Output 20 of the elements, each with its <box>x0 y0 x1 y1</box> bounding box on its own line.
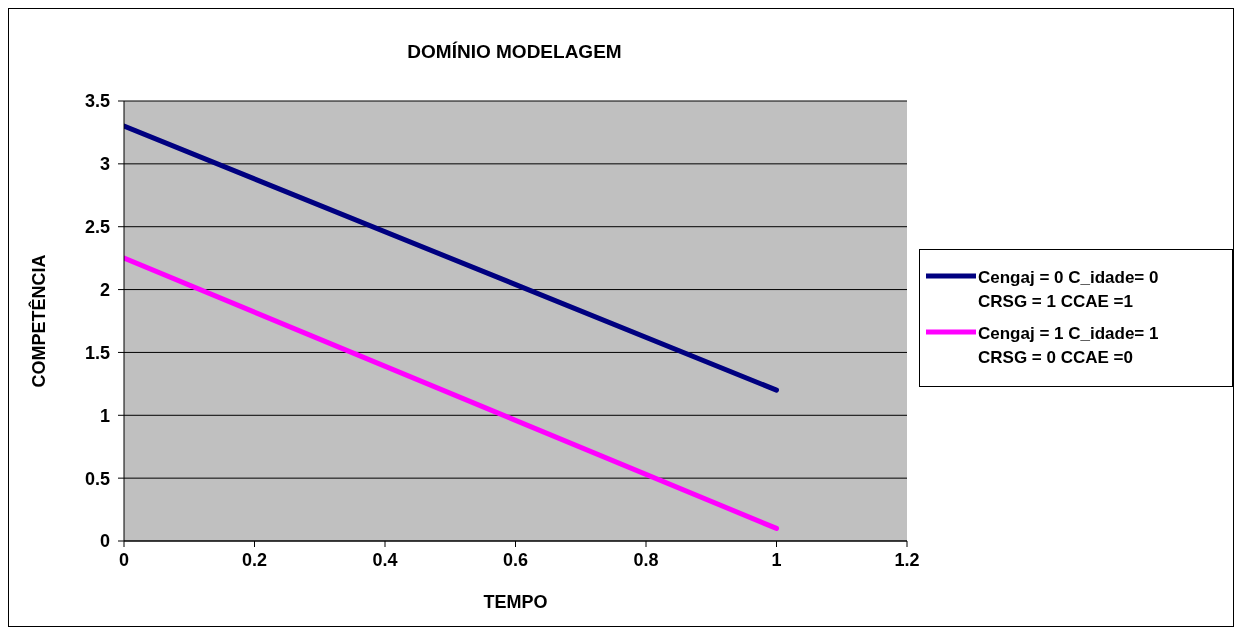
x-tick-label: 1.2 <box>894 549 920 570</box>
legend-label: Cengaj = 0 C_idade= 0 CRSG = 1 CCAE =1 <box>978 266 1160 313</box>
y-tick-label: 2.5 <box>84 217 110 238</box>
x-axis-title: TEMPO <box>483 592 548 612</box>
x-tick-label: 0.2 <box>241 549 268 570</box>
y-tick-label: 3.5 <box>84 91 110 112</box>
y-axis-title: COMPETÊNCIA <box>28 254 50 388</box>
x-tick-label: 0.6 <box>502 549 529 570</box>
chart-title: DOMÍNIO MODELAGEM <box>406 41 623 63</box>
x-tick-label: 0 <box>118 549 130 570</box>
y-tick-label: 1.5 <box>84 342 110 363</box>
x-tick-label: 0.8 <box>633 549 659 570</box>
x-tick-label: 0.4 <box>372 549 398 570</box>
x-tick-label: 1 <box>771 549 782 570</box>
y-tick-label: 2 <box>99 279 110 300</box>
y-tick-label: 3 <box>99 154 110 175</box>
y-tick-label: 0 <box>99 531 110 552</box>
legend-label: Cengaj = 1 C_idade= 1 CRSG = 0 CCAE =0 <box>978 322 1160 369</box>
y-tick-label: 1 <box>99 405 110 426</box>
y-tick-label: 0.5 <box>84 468 110 489</box>
